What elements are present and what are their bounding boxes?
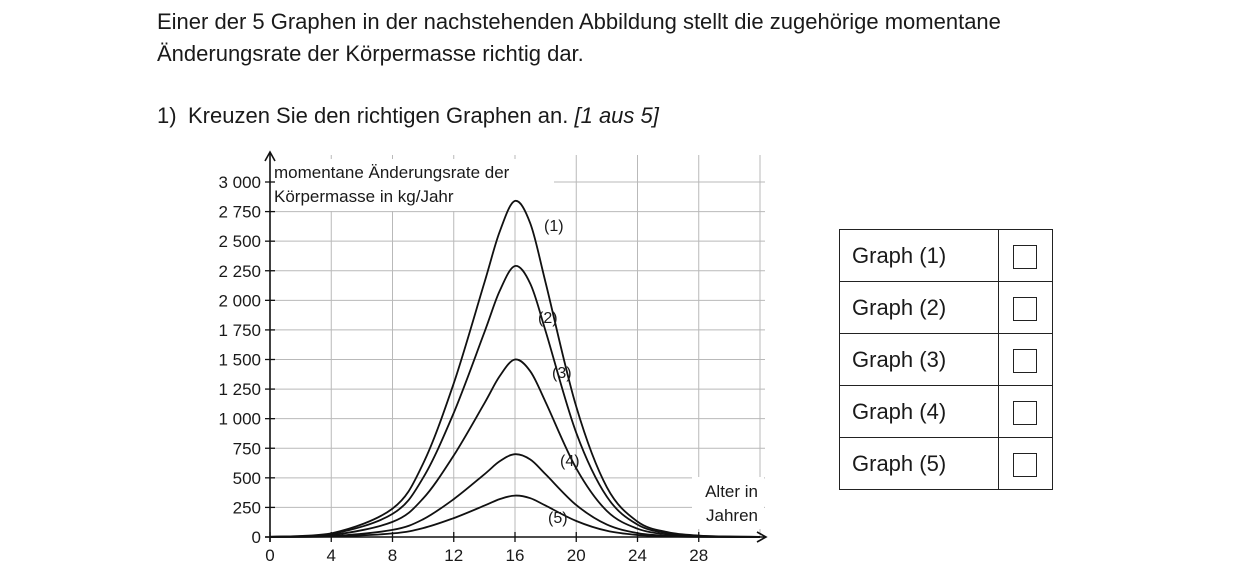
series-label-4: (4) [560,453,580,470]
y-tick-label: 500 [233,469,261,488]
x-axis-label: Jahren [706,506,758,525]
x-tick-label: 0 [265,546,274,565]
answer-label: Graph (5) [839,437,999,490]
task-number: 1) [157,103,177,128]
x-tick-label: 12 [444,546,463,565]
graph-1-checkbox[interactable] [1013,244,1038,269]
answer-row: Graph (5) [839,437,1054,490]
x-tick-label: 8 [388,546,397,565]
y-tick-label: 2 500 [218,232,261,251]
x-tick-label: 28 [689,546,708,565]
intro-text: Einer der 5 Graphen in der nachstehenden… [157,9,1001,66]
x-axis-arrow [756,531,768,543]
y-tick-label: 250 [233,498,261,517]
task-text: Kreuzen Sie den richtigen Graphen an. [188,103,569,128]
y-tick-label: 3 000 [218,173,261,192]
answer-label: Graph (2) [839,281,999,334]
answer-row: Graph (4) [839,385,1054,438]
graph-5-checkbox[interactable] [1013,452,1038,477]
y-axis-label: Körpermasse in kg/Jahr [274,187,454,206]
series-line-2 [269,265,761,538]
x-tick-label: 24 [628,546,647,565]
answer-label: Graph (1) [839,229,999,282]
answer-table: Graph (1) Graph (2) Graph (3) Graph (4) … [839,229,1054,490]
y-tick-label: 0 [252,528,261,547]
task-instruction: 1) Kreuzen Sie den richtigen Graphen an. … [157,100,659,132]
x-tick-label: 20 [567,546,586,565]
ylabel-background [274,159,554,211]
y-tick-label: 1 500 [218,351,261,370]
series-label-3: (3) [552,365,572,382]
y-axis-arrow [264,150,276,162]
answer-row: Graph (2) [839,281,1054,334]
y-tick-label: 750 [233,439,261,458]
graph-3-checkbox[interactable] [1013,348,1038,373]
y-tick-label: 1 250 [218,380,261,399]
task-hint: [1 aus 5] [574,103,659,128]
answer-row: Graph (1) [839,229,1054,282]
answer-label: Graph (4) [839,385,999,438]
xlabel-background [692,477,764,529]
series-label-5: (5) [548,510,568,527]
series-label-2: (2) [538,310,558,327]
y-axis-label: momentane Änderungsrate der [274,163,510,182]
answer-label: Graph (3) [839,333,999,386]
graph-2-checkbox[interactable] [1013,296,1038,321]
x-axis-label: Alter in [705,482,758,501]
series-label-1: (1) [544,218,564,235]
y-tick-label: 1 000 [218,410,261,429]
graph-4-checkbox[interactable] [1013,400,1038,425]
rate-of-change-chart: (1) (2) (3) (4) (5) 0 250 500 750 1 000 1 250 1 500… [218,150,768,565]
y-tick-label: 2 750 [218,203,261,222]
x-tick-label: 16 [506,546,525,565]
y-tick-label: 1 750 [218,321,261,340]
y-tick-label: 2 000 [218,291,261,310]
y-tick-label: 2 250 [218,262,261,281]
answer-row: Graph (3) [839,333,1054,386]
x-tick-label: 4 [327,546,336,565]
